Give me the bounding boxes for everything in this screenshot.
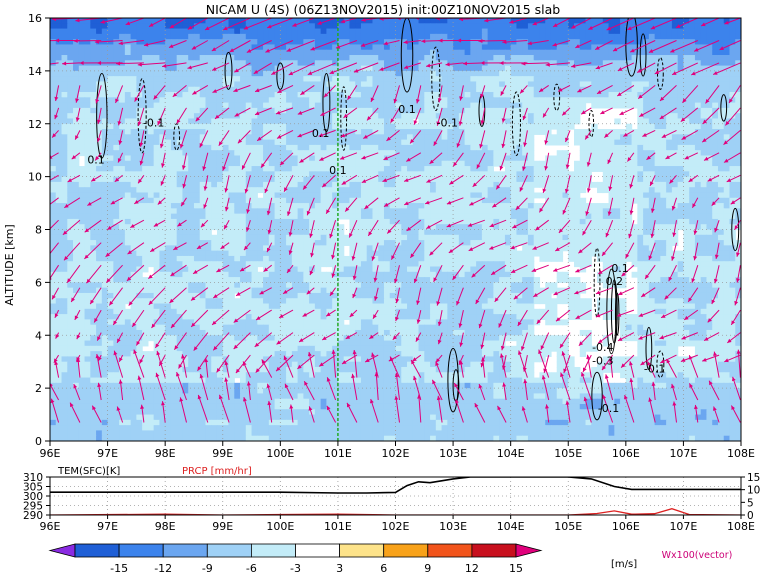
colorbar-segment bbox=[162, 543, 208, 558]
colorbar-segment bbox=[515, 543, 543, 558]
surface-right-tick-label: 15 bbox=[747, 472, 760, 484]
y-tick-label: 12 bbox=[28, 118, 42, 131]
colorbar-segment bbox=[471, 543, 517, 558]
contour-label: -0.1 bbox=[437, 116, 458, 129]
x-tick-label: 104E bbox=[497, 447, 525, 460]
colorbar-tick-label: 12 bbox=[465, 562, 479, 575]
surface-x-tick-label: 96E bbox=[40, 520, 61, 533]
x-tick-label: 106E bbox=[612, 447, 640, 460]
contour-label: 0.2 bbox=[606, 275, 624, 288]
colorbar-tick-label: 15 bbox=[509, 562, 523, 575]
surface-panel: TEM(SFC)[K] PRCP [mm/hr] 96E 97E 98E 99E 100… bbox=[23, 466, 760, 533]
chart-title: NICAM U (4S) (06Z13NOV2015) init:00Z10NO… bbox=[206, 2, 561, 17]
surface-x-tick-label: 100E bbox=[266, 520, 294, 533]
x-tick-label: 103E bbox=[439, 447, 467, 460]
colorbar-segment bbox=[427, 543, 473, 558]
x-tick-label: 105E bbox=[554, 447, 582, 460]
surface-series-line bbox=[50, 477, 741, 494]
contour-label: -0.1 bbox=[644, 362, 665, 375]
y-tick-label: 6 bbox=[35, 276, 42, 289]
colorbar-tick-label: -12 bbox=[154, 562, 172, 575]
vertical-velocity-contours bbox=[96, 18, 740, 421]
contour-label: 0.1 bbox=[611, 262, 629, 275]
surface-x-tick-label: 105E bbox=[554, 520, 582, 533]
precipitation-legend: PRCP [mm/hr] bbox=[182, 466, 252, 477]
colorbar-segment bbox=[206, 543, 252, 558]
x-tick-label: 107E bbox=[669, 447, 697, 460]
colorbar-segment bbox=[118, 543, 164, 558]
surface-x-tick-label: 107E bbox=[669, 520, 697, 533]
x-tick-label: 96E bbox=[40, 447, 61, 460]
surface-x-tick-label: 108E bbox=[727, 520, 755, 533]
main-panel: 0.1-0.10.10.10.1-0.10.10.2-0.4-0.3-0.1-0… bbox=[3, 12, 755, 460]
colorbar-tick-label: 6 bbox=[380, 562, 387, 575]
colorbar-segment bbox=[48, 543, 76, 558]
surface-plot-background bbox=[50, 477, 741, 515]
y-tick-label: 14 bbox=[28, 65, 42, 78]
main-y-axis: 0 2 4 6 8 10 12 14 16 bbox=[28, 12, 50, 448]
main-x-axis: 96E 97E 98E 99E 100E 101E 102E 103E 104E 105E 106E… bbox=[40, 441, 755, 460]
contour-label: 0.1 bbox=[87, 153, 105, 166]
surface-x-tick-label: 104E bbox=[497, 520, 525, 533]
colorbar-tick-label: -15 bbox=[110, 562, 128, 575]
colorbar-tick-label: 9 bbox=[424, 562, 431, 575]
surface-right-tick-label: 0 bbox=[747, 510, 754, 522]
colorbar-tick-label: -3 bbox=[290, 562, 301, 575]
surface-x-tick-label: 101E bbox=[324, 520, 352, 533]
y-tick-label: 16 bbox=[28, 12, 42, 25]
x-tick-label: 98E bbox=[155, 447, 176, 460]
surface-left-tick-label: 305 bbox=[23, 482, 43, 494]
contour-label: 0.1 bbox=[329, 164, 347, 177]
contour-label: -0.1 bbox=[598, 402, 619, 415]
wind-shading-layer bbox=[50, 18, 741, 441]
surface-x-tick-label: 99E bbox=[212, 520, 233, 533]
y-axis-label: ALTITUDE [km] bbox=[3, 224, 16, 305]
colorbar-segment bbox=[339, 543, 385, 558]
surface-x-axis: 96E 97E 98E 99E 100E 101E 102E 103E 104E 105E 106E… bbox=[40, 515, 755, 533]
y-tick-label: 10 bbox=[28, 171, 42, 184]
contour-labels: 0.1-0.10.10.10.1-0.10.10.2-0.4-0.3-0.1-0… bbox=[87, 103, 665, 415]
colorbar-segment bbox=[295, 543, 340, 558]
colorbar: -15 -12 -9 -6 -3 3 6 9 12 15 bbox=[48, 543, 543, 575]
colorbar-tick-label: -6 bbox=[246, 562, 257, 575]
contour-label: 0.1 bbox=[312, 127, 330, 140]
surface-x-tick-label: 102E bbox=[382, 520, 410, 533]
surface-right-tick-label: 5 bbox=[747, 497, 754, 509]
contour-label: -0.1 bbox=[143, 116, 164, 129]
x-tick-label: 97E bbox=[97, 447, 118, 460]
colorbar-segment bbox=[250, 543, 296, 558]
temperature-legend: TEM(SFC)[K] bbox=[57, 466, 120, 477]
x-tick-label: 108E bbox=[727, 447, 755, 460]
colorbar-tick-label: 3 bbox=[336, 562, 343, 575]
y-tick-label: 2 bbox=[35, 382, 42, 395]
wind-vectors bbox=[50, 18, 741, 423]
vector-legend: Wx100(vector) bbox=[662, 550, 733, 561]
surface-right-tick-label: 10 bbox=[747, 485, 760, 497]
contour-label: 0.1 bbox=[398, 103, 416, 116]
surface-x-tick-label: 106E bbox=[612, 520, 640, 533]
x-tick-label: 102E bbox=[382, 447, 410, 460]
surface-left-tick-label: 300 bbox=[23, 491, 43, 503]
surface-x-tick-label: 103E bbox=[439, 520, 467, 533]
colorbar-segment bbox=[74, 543, 120, 558]
surface-left-tick-label: 310 bbox=[23, 472, 43, 484]
x-tick-label: 101E bbox=[324, 447, 352, 460]
contour-label: -0.4 bbox=[592, 341, 613, 354]
y-tick-label: 4 bbox=[35, 329, 42, 342]
surface-left-tick-label: 295 bbox=[23, 501, 43, 513]
y-tick-label: 0 bbox=[35, 435, 42, 448]
surface-x-tick-label: 98E bbox=[155, 520, 176, 533]
colorbar-tick-label: -9 bbox=[202, 562, 213, 575]
y-tick-label: 8 bbox=[35, 224, 42, 237]
surface-x-tick-label: 97E bbox=[97, 520, 118, 533]
contour-label: -0.3 bbox=[592, 354, 613, 367]
x-tick-label: 99E bbox=[212, 447, 233, 460]
colorbar-units: [m/s] bbox=[611, 559, 637, 570]
x-tick-label: 100E bbox=[266, 447, 294, 460]
colorbar-segment bbox=[383, 543, 429, 558]
surface-left-tick-label: 290 bbox=[23, 510, 43, 522]
